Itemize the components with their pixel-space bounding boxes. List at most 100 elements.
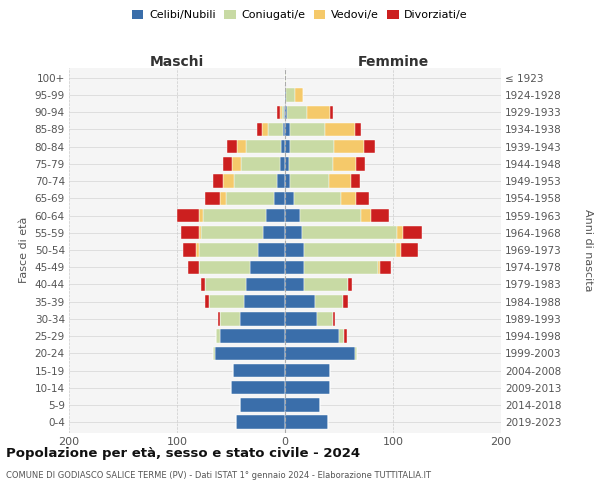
Bar [284,106,285,119]
Legend: Celibi/Nubili, Coniugati/e, Vedovi/e, Divorziati/e: Celibi/Nubili, Coniugati/e, Vedovi/e, Di… [128,6,472,25]
Bar [403,226,422,239]
Bar [378,260,380,274]
Bar [300,209,361,222]
Bar [302,226,397,239]
Bar [290,140,334,153]
Bar [201,278,205,291]
Bar [285,123,290,136]
Bar [238,140,246,153]
Bar [287,106,307,119]
Bar [304,278,347,291]
Bar [285,192,293,205]
Bar [285,364,331,377]
Bar [184,244,196,256]
Bar [339,330,344,343]
Bar [307,106,331,119]
Bar [355,123,361,136]
Bar [205,295,209,308]
Text: Maschi: Maschi [150,55,204,69]
Bar [351,174,359,188]
Bar [220,312,239,326]
Bar [285,106,287,119]
Bar [209,295,244,308]
Bar [257,123,262,136]
Bar [280,157,285,170]
Bar [212,174,223,188]
Bar [285,346,355,360]
Bar [277,174,285,188]
Bar [233,364,285,377]
Bar [304,260,378,274]
Bar [241,157,280,170]
Bar [244,295,285,308]
Bar [317,312,332,326]
Bar [290,123,325,136]
Bar [344,330,347,343]
Bar [285,244,304,256]
Bar [234,174,277,188]
Bar [371,209,389,222]
Bar [282,106,284,119]
Bar [285,398,320,411]
Bar [203,209,266,222]
Bar [334,140,364,153]
Bar [315,295,343,308]
Bar [325,123,355,136]
Bar [227,140,238,153]
Bar [285,260,304,274]
Bar [274,192,285,205]
Bar [285,71,286,85]
Bar [356,192,369,205]
Bar [239,398,285,411]
Bar [295,88,304,102]
Bar [285,226,302,239]
Bar [280,106,282,119]
Bar [188,260,199,274]
Bar [285,416,328,429]
Bar [285,157,289,170]
Bar [196,244,199,256]
Bar [216,330,220,343]
Bar [347,278,352,291]
Bar [285,312,317,326]
Bar [290,174,329,188]
Bar [329,174,351,188]
Bar [285,209,300,222]
Bar [364,140,374,153]
Bar [289,157,332,170]
Bar [343,295,347,308]
Bar [239,312,285,326]
Bar [285,295,315,308]
Text: Femmine: Femmine [358,55,428,69]
Bar [268,123,283,136]
Bar [199,260,250,274]
Text: COMUNE DI GODIASCO SALICE TERME (PV) - Dati ISTAT 1° gennaio 2024 - Elaborazione: COMUNE DI GODIASCO SALICE TERME (PV) - D… [6,471,431,480]
Bar [286,88,295,102]
Bar [332,157,356,170]
Bar [356,157,365,170]
Bar [263,226,285,239]
Bar [199,244,258,256]
Bar [396,244,401,256]
Bar [201,226,263,239]
Bar [246,278,285,291]
Bar [331,106,332,119]
Bar [281,140,285,153]
Bar [285,88,286,102]
Bar [226,192,274,205]
Bar [199,209,203,222]
Y-axis label: Fasce di età: Fasce di età [19,217,29,283]
Bar [218,312,220,326]
Bar [223,157,232,170]
Bar [285,278,304,291]
Bar [181,226,199,239]
Bar [332,312,335,326]
Bar [223,174,234,188]
Bar [177,209,199,222]
Bar [361,209,371,222]
Bar [304,244,396,256]
Bar [285,174,290,188]
Bar [258,244,285,256]
Bar [262,123,268,136]
Bar [397,226,403,239]
